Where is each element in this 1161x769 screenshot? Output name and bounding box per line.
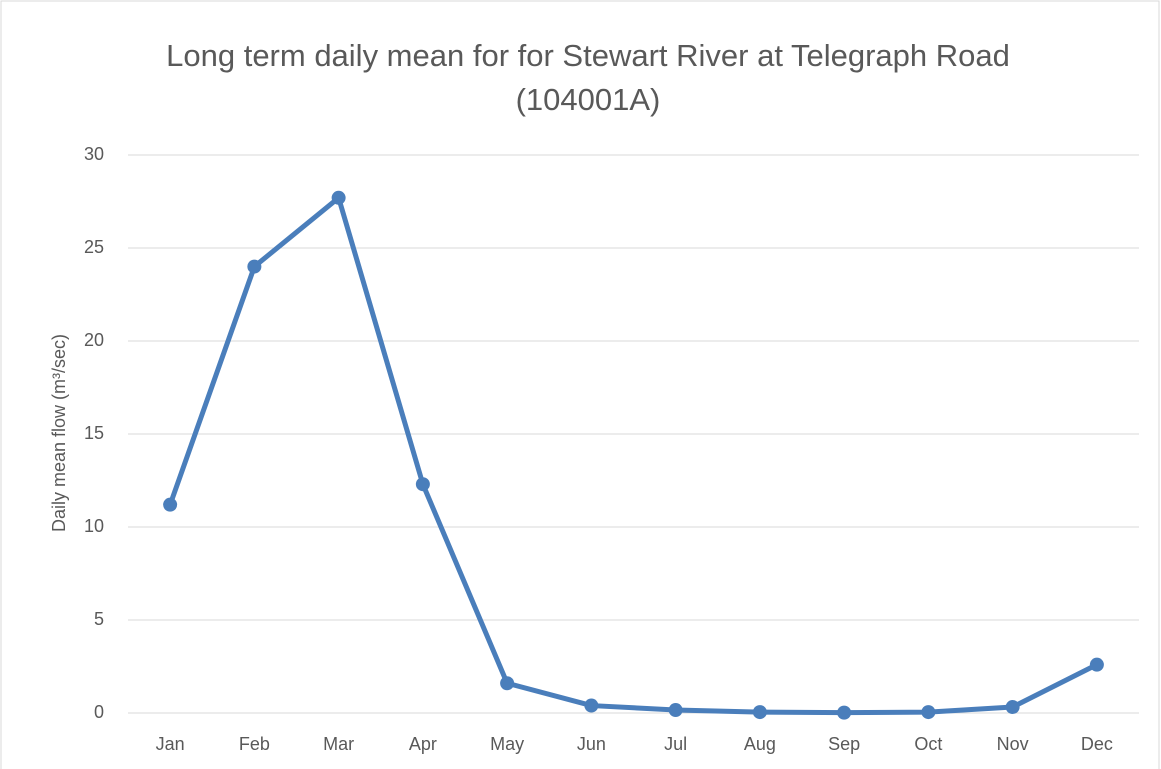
data-point: [668, 703, 683, 718]
y-tick-label: 10: [84, 516, 104, 536]
y-tick-label: 5: [94, 609, 104, 629]
x-tick-label: Aug: [744, 734, 776, 754]
x-tick-label: Sep: [828, 734, 860, 754]
data-point: [500, 676, 515, 691]
x-tick-label: Feb: [239, 734, 270, 754]
data-point: [1005, 700, 1020, 715]
x-tick-label: Mar: [323, 734, 354, 754]
x-tick-label: Apr: [409, 734, 437, 754]
data-point: [331, 190, 346, 205]
data-point: [247, 259, 262, 274]
y-axis-label: Daily mean flow (m³/sec): [49, 334, 69, 532]
x-tick-label: Oct: [914, 734, 942, 754]
data-point: [584, 698, 599, 713]
x-tick-label: May: [490, 734, 524, 754]
x-tick-label: Dec: [1081, 734, 1113, 754]
chart-title: Long term daily mean for for Stewart Riv…: [166, 38, 1010, 117]
y-tick-label: 15: [84, 423, 104, 443]
data-point: [163, 497, 178, 512]
x-tick-label: Nov: [997, 734, 1029, 754]
data-point: [752, 705, 767, 720]
data-point: [921, 705, 936, 720]
y-tick-label: 0: [94, 702, 104, 722]
data-point: [415, 477, 430, 492]
x-tick-label: Jun: [577, 734, 606, 754]
data-point: [837, 705, 852, 720]
x-tick-label: Jul: [664, 734, 687, 754]
data-point: [1089, 657, 1104, 672]
y-tick-label: 25: [84, 237, 104, 257]
x-tick-label: Jan: [156, 734, 185, 754]
y-tick-label: 20: [84, 330, 104, 350]
data-line: [167, 195, 1099, 716]
y-tick-label: 30: [84, 144, 104, 164]
